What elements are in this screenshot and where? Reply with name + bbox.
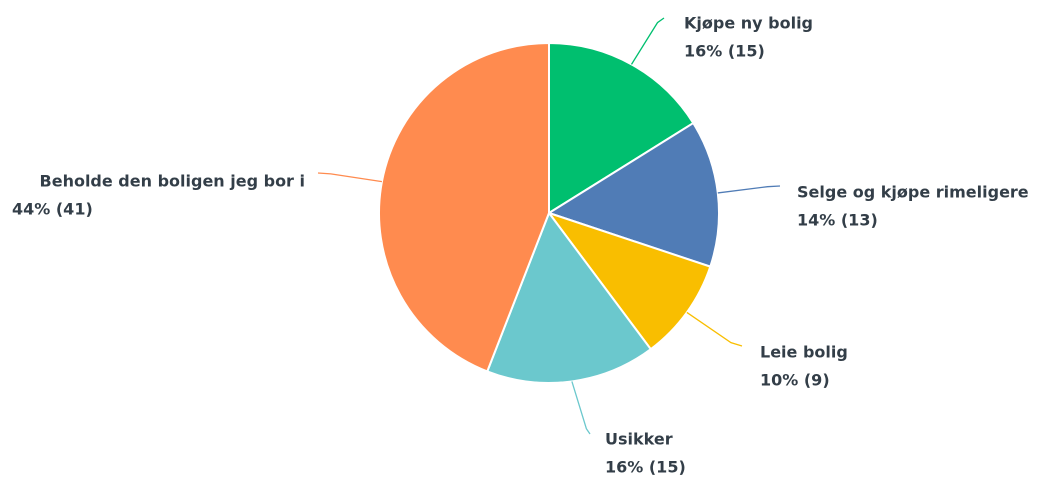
slice-label: Kjøpe ny bolig [684, 14, 813, 33]
leader-line [571, 381, 591, 435]
slice-value-label: 44% (41) [12, 200, 93, 219]
slice-label: Leie bolig [760, 343, 848, 362]
slice-label: Selge og kjøpe rimeligere [797, 183, 1029, 202]
slice-label: Beholde den boligen jeg bor i [40, 172, 305, 191]
slice-value-label: 10% (9) [760, 371, 830, 390]
leader-line [630, 17, 665, 65]
leader-line [717, 185, 781, 194]
leader-line [317, 172, 383, 183]
slice-value-label: 16% (15) [605, 458, 686, 477]
slice-value-label: 16% (15) [684, 42, 765, 61]
slice-label: Usikker [605, 430, 673, 449]
slice-value-label: 14% (13) [797, 211, 878, 230]
leader-line [686, 311, 743, 347]
